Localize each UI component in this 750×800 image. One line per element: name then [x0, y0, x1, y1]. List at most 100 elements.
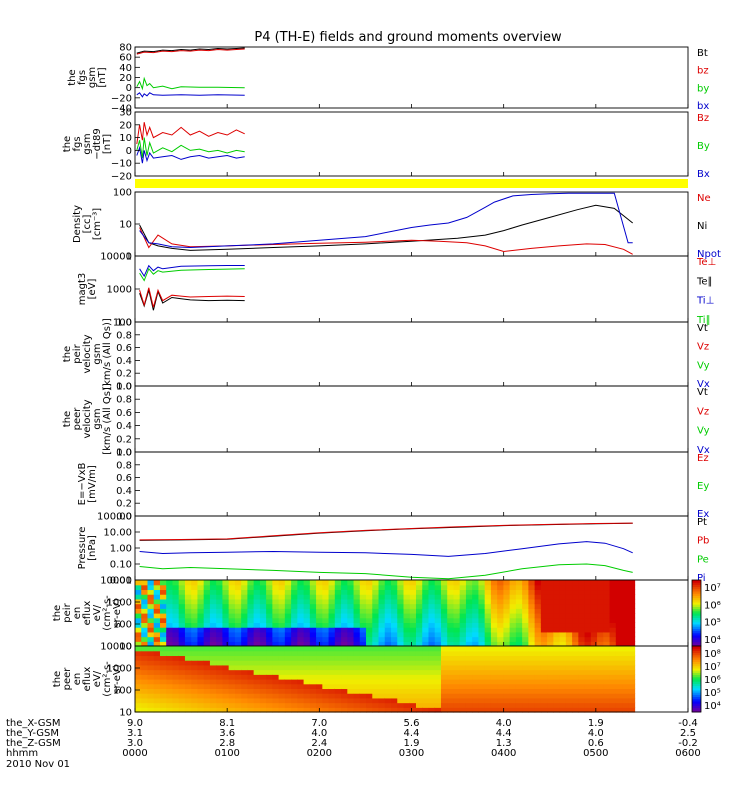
spectrogram-cell — [147, 613, 155, 619]
spectrogram-cell — [540, 631, 548, 638]
spectrogram-cell — [172, 613, 180, 619]
spectrogram-cell — [172, 697, 180, 704]
spectrogram-cell — [547, 584, 554, 591]
spectrogram-cell — [209, 617, 217, 624]
spectrogram-cell — [559, 693, 567, 699]
spectrogram-cell — [359, 646, 367, 652]
spectrogram-cell — [203, 617, 211, 624]
spectrogram-cell — [372, 693, 380, 699]
spectrogram-cell — [222, 627, 230, 633]
spectrogram-cell — [209, 660, 217, 666]
spectrogram-cell — [253, 584, 261, 591]
spectrogram-cell — [241, 617, 248, 624]
spectrogram-cell — [503, 664, 511, 671]
spectrogram-cell — [159, 660, 167, 666]
spectrogram-cell — [565, 580, 573, 586]
spectrogram-cell — [266, 617, 273, 624]
spectrogram-cell — [316, 631, 323, 638]
colorbar-segment — [692, 588, 701, 592]
spectrogram-cell — [141, 636, 149, 642]
spectrogram-cell — [553, 622, 561, 628]
footer-value: 7.0 — [311, 718, 327, 729]
spectrogram-cell — [166, 603, 174, 609]
colorbar-segment — [692, 668, 701, 671]
spectrogram-cell — [309, 580, 317, 586]
spectrogram-cell — [191, 664, 199, 671]
y-axis-label-line: magt3 — [77, 273, 88, 306]
spectrogram-cell — [522, 594, 529, 600]
spectrogram-cell — [578, 636, 586, 642]
spectrogram-cell — [334, 660, 342, 666]
spectrogram-cell — [590, 693, 598, 699]
spectrogram-cell — [409, 702, 417, 708]
spectrogram-cell — [628, 589, 636, 595]
spectrogram-cell — [459, 631, 467, 638]
spectrogram-cell — [247, 603, 255, 609]
spectrogram-cell — [515, 636, 523, 642]
spectrogram-cell — [303, 641, 311, 647]
spectrogram-cell — [615, 646, 623, 652]
spectrogram-cell — [503, 589, 511, 595]
spectrogram-cell — [465, 613, 473, 619]
spectrogram-cell — [141, 580, 149, 586]
spectrogram-cell — [191, 617, 199, 624]
spectrogram-cell — [253, 650, 261, 657]
spectrogram-cell — [234, 627, 242, 633]
spectrogram-cell — [465, 584, 473, 591]
spectrogram-cell — [178, 674, 186, 680]
spectrogram-cell — [372, 627, 380, 633]
spectrogram-cell — [191, 650, 199, 657]
spectrogram-cell — [222, 697, 230, 704]
spectrogram-cell — [197, 693, 205, 699]
spectrogram-cell — [459, 627, 467, 633]
spectrogram-cell — [347, 584, 355, 591]
spectrogram-cell — [553, 688, 561, 694]
spectrogram-cell — [147, 627, 155, 633]
spectrogram-cell — [153, 707, 161, 713]
spectrogram-cell — [622, 679, 629, 685]
spectrogram-cell — [303, 603, 311, 609]
spectrogram-cell — [222, 693, 230, 699]
spectrogram-cell — [291, 631, 298, 638]
spectrogram-cell — [372, 613, 380, 619]
spectrogram-cell — [353, 608, 361, 614]
spectrogram-cell — [465, 608, 473, 614]
spectrogram-cell — [540, 660, 548, 666]
colorbar-segment — [692, 599, 701, 603]
spectrogram-cell — [135, 707, 142, 713]
spectrogram-cell — [384, 631, 392, 638]
footer-value: 4.4 — [404, 728, 420, 739]
spectrogram-cell — [234, 655, 242, 661]
spectrogram-cell — [253, 641, 261, 647]
spectrogram-cell — [428, 697, 436, 704]
footer-value: 1.3 — [496, 738, 512, 749]
spectrogram-cell — [141, 603, 149, 609]
y-axis-label-line: −dt89 — [92, 128, 103, 159]
spectrogram-cell — [334, 646, 342, 652]
spectrogram-cell — [559, 613, 567, 619]
spectrogram-cell — [322, 589, 330, 595]
spectrogram-cell — [384, 660, 392, 666]
spectrogram-cell — [359, 674, 367, 680]
spectrogram-cell — [216, 674, 224, 680]
spectrogram-cell — [509, 674, 517, 680]
spectrogram-cell — [334, 641, 342, 647]
spectrogram-cell — [166, 688, 174, 694]
spectrogram-cell — [259, 598, 267, 605]
spectrogram-cell — [334, 627, 342, 633]
spectrogram-cell — [597, 707, 604, 713]
spectrogram-cell — [497, 622, 505, 628]
spectrogram-cell — [159, 631, 167, 638]
spectrogram-cell — [440, 707, 448, 713]
spectrogram-cell — [253, 660, 261, 666]
spectrogram-cell — [153, 608, 161, 614]
colorbar-segment — [692, 709, 701, 713]
spectrogram-cell — [628, 627, 636, 633]
spectrogram-cell — [272, 697, 280, 704]
spectrogram-cell — [159, 622, 167, 628]
spectrogram-cell — [547, 641, 554, 647]
spectrogram-cell — [453, 636, 461, 642]
spectrogram-cell — [209, 646, 217, 652]
spectrogram-cell — [515, 679, 523, 685]
series-line-green — [139, 267, 245, 282]
